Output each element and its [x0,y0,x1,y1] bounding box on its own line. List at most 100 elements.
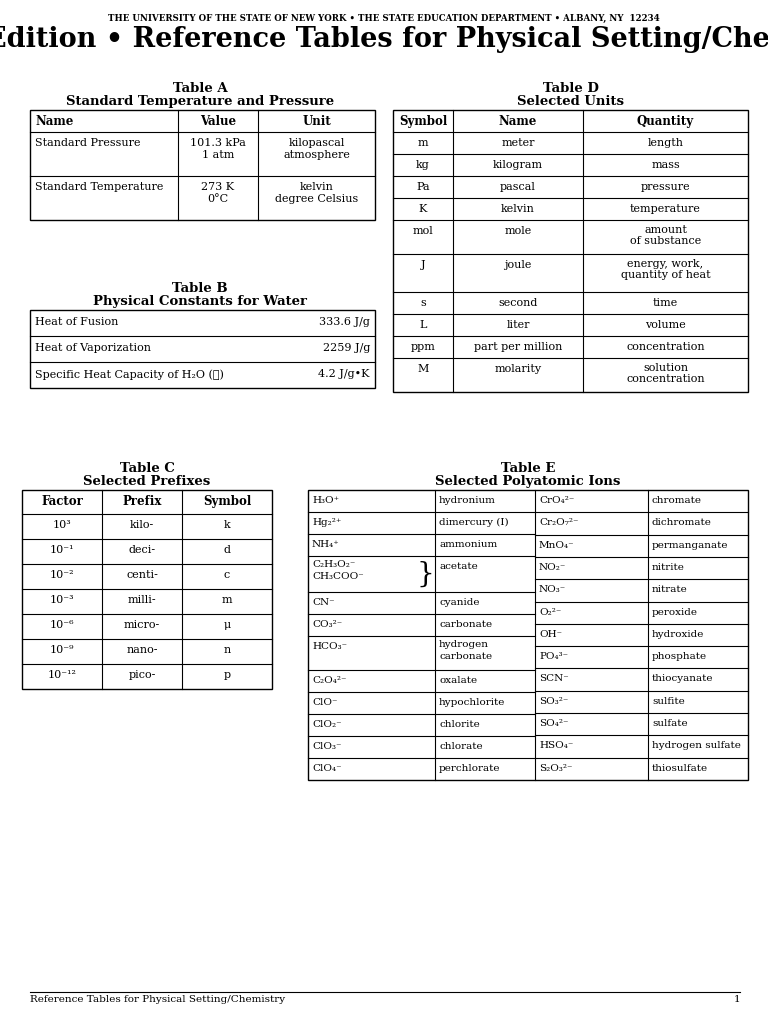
Text: meter: meter [502,138,535,148]
Text: 10³: 10³ [53,520,71,530]
Text: mass: mass [651,160,680,170]
Text: Heat of Fusion: Heat of Fusion [35,317,118,327]
Text: micro-: micro- [124,620,160,630]
Bar [30,110,375,220]
Text: kg: kg [416,160,430,170]
Text: ClO₂⁻: ClO₂⁻ [312,720,342,729]
Text: dichromate: dichromate [652,518,712,527]
Text: permanganate: permanganate [652,541,729,550]
Text: kilogram: kilogram [493,160,543,170]
Text: pressure: pressure [641,182,690,193]
Text: CrO₄²⁻: CrO₄²⁻ [539,496,574,505]
Text: hydroxide: hydroxide [652,630,704,639]
Text: }: } [416,560,434,588]
Text: liter: liter [506,319,530,330]
Bar [393,110,748,392]
Text: Hg₂²⁺: Hg₂²⁺ [312,518,341,527]
Text: perchlorate: perchlorate [439,764,501,773]
Text: Selected Polyatomic Ions: Selected Polyatomic Ions [435,475,621,488]
Text: length: length [647,138,684,148]
Text: SO₃²⁻: SO₃²⁻ [539,696,568,706]
Text: Standard Pressure: Standard Pressure [35,138,141,148]
Text: carbonate: carbonate [439,652,492,662]
Text: NO₃⁻: NO₃⁻ [539,586,566,594]
Text: m: m [418,138,429,148]
Text: thiocyanate: thiocyanate [652,675,713,683]
Text: NH₄⁺: NH₄⁺ [312,540,339,549]
Text: Table B: Table B [172,282,228,295]
Text: molarity: molarity [495,364,541,374]
Text: nitrate: nitrate [652,586,688,594]
Text: cyanide: cyanide [439,598,479,607]
Text: S₂O₃²⁻: S₂O₃²⁻ [539,764,572,773]
Text: phosphate: phosphate [652,652,707,662]
Text: ClO₄⁻: ClO₄⁻ [312,764,342,773]
Bar [308,490,748,780]
Text: Unit: Unit [302,115,331,128]
Text: Name: Name [498,115,537,128]
Text: ClO⁻: ClO⁻ [312,698,337,707]
Text: joule: joule [505,260,531,270]
Text: sulfite: sulfite [652,696,685,706]
Text: temperature: temperature [630,204,701,214]
Text: Factor: Factor [41,495,83,508]
Text: Selected Prefixes: Selected Prefixes [84,475,210,488]
Text: L: L [419,319,427,330]
Text: kilopascal: kilopascal [288,138,345,148]
Text: C₂H₃O₂⁻: C₂H₃O₂⁻ [312,560,356,569]
Text: 10⁻³: 10⁻³ [50,595,74,605]
Text: kilo-: kilo- [130,520,154,530]
Text: mol: mol [412,226,433,236]
Text: 10⁻¹: 10⁻¹ [50,545,74,555]
Text: dimercury (I): dimercury (I) [439,518,508,527]
Text: volume: volume [645,319,686,330]
Text: of substance: of substance [630,236,701,246]
Text: sulfate: sulfate [652,719,687,728]
Text: Heat of Vaporization: Heat of Vaporization [35,343,151,353]
Text: s: s [420,298,426,308]
Text: carbonate: carbonate [439,620,492,629]
Text: hydrogen: hydrogen [439,640,489,649]
Text: milli-: milli- [127,595,157,605]
Text: Standard Temperature and Pressure: Standard Temperature and Pressure [66,95,334,108]
Text: OH⁻: OH⁻ [539,630,562,639]
Text: THE UNIVERSITY OF THE STATE OF NEW YORK • THE STATE EDUCATION DEPARTMENT • ALBAN: THE UNIVERSITY OF THE STATE OF NEW YORK … [108,14,660,23]
Text: concentration: concentration [626,342,705,352]
Text: degree Celsius: degree Celsius [275,194,358,204]
Text: SCN⁻: SCN⁻ [539,675,569,683]
Text: hypochlorite: hypochlorite [439,698,505,707]
Text: pascal: pascal [500,182,536,193]
Text: 10⁻¹²: 10⁻¹² [48,670,77,680]
Text: time: time [653,298,678,308]
Text: SO₄²⁻: SO₄²⁻ [539,719,568,728]
Text: 0°C: 0°C [207,194,229,204]
Text: MnO₄⁻: MnO₄⁻ [539,541,574,550]
Text: 10⁻⁹: 10⁻⁹ [50,645,74,655]
Text: part per million: part per million [474,342,562,352]
Text: 4.2 J/g•K: 4.2 J/g•K [319,369,370,379]
Text: ClO₃⁻: ClO₃⁻ [312,742,342,751]
Text: oxalate: oxalate [439,676,477,685]
Text: k: k [223,520,230,530]
Text: amount: amount [644,225,687,234]
Text: 2259 J/g: 2259 J/g [323,343,370,353]
Text: Table C: Table C [120,462,174,475]
Text: CO₃²⁻: CO₃²⁻ [312,620,343,629]
Text: ammonium: ammonium [439,540,497,549]
Text: nano-: nano- [126,645,157,655]
Text: kelvin: kelvin [501,204,535,214]
Text: m: m [222,595,232,605]
Text: nitrite: nitrite [652,563,685,572]
Text: Physical Constants for Water: Physical Constants for Water [93,295,307,308]
Text: 1 atm: 1 atm [202,150,234,160]
Text: chromate: chromate [652,496,702,505]
Text: second: second [498,298,538,308]
Text: p: p [223,670,230,680]
Text: Symbol: Symbol [399,115,447,128]
Text: c: c [224,570,230,580]
Text: Symbol: Symbol [203,495,251,508]
Text: Pa: Pa [416,182,430,193]
Text: M: M [417,364,429,374]
Text: acetate: acetate [439,562,478,571]
Text: n: n [223,645,230,655]
